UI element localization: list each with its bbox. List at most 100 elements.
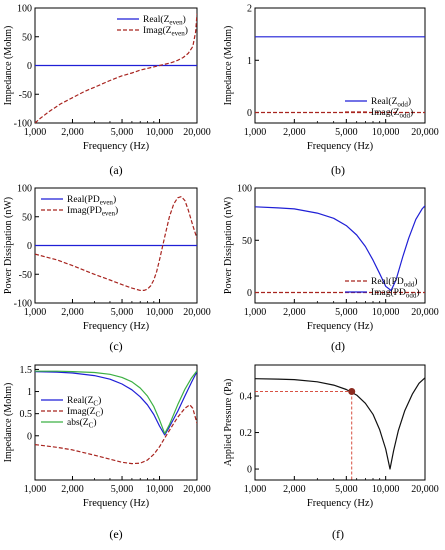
y-tick-label: 100 bbox=[17, 184, 32, 195]
y-tick-label: -50 bbox=[19, 90, 32, 101]
x-tick-label: 10,000 bbox=[372, 127, 400, 138]
legend-label: Imag(PDodd) bbox=[371, 287, 420, 300]
series-line-1 bbox=[255, 205, 425, 292]
legend-label: Imag(Zeven) bbox=[143, 25, 188, 38]
y-tick-label: 0 bbox=[27, 241, 32, 252]
plot-frame bbox=[254, 364, 426, 481]
x-tick-label: 10,000 bbox=[146, 127, 174, 138]
series-line-1 bbox=[35, 13, 197, 123]
series-group bbox=[35, 13, 197, 123]
y-tick-label: 0 bbox=[27, 61, 32, 72]
x-tick-label: 1,000 bbox=[244, 127, 267, 138]
panel-caption: (a) bbox=[109, 163, 122, 177]
plot-frame bbox=[254, 187, 426, 304]
x-tick-label: 20,000 bbox=[411, 307, 439, 318]
x-tick-label: 10,000 bbox=[372, 307, 400, 318]
y-axis-label: Impedance (Mohm) bbox=[3, 26, 14, 106]
x-tick-label: 10,000 bbox=[372, 484, 400, 495]
y-tick-label: 100 bbox=[17, 4, 32, 15]
y-axis-label: Impedance (Mohm) bbox=[223, 26, 234, 106]
legend-label: Real(Zeven) bbox=[143, 14, 186, 27]
series-line-0 bbox=[35, 371, 197, 436]
y-axis-label: Impedance (Mohm) bbox=[3, 383, 14, 463]
x-tick-label: 2,000 bbox=[283, 484, 306, 495]
panel-f: 1,000 2,000 5,000 10,000 20,000 0.4 0.2 0 Freque… bbox=[223, 364, 439, 541]
x-axis-label: Frequency (Hz) bbox=[307, 321, 374, 332]
x-axis-label: Frequency (Hz) bbox=[307, 141, 374, 152]
y-tick-label: -50 bbox=[19, 270, 32, 281]
series-group bbox=[255, 36, 425, 114]
y-axis-label: Power Dissipation (nW) bbox=[223, 197, 234, 294]
x-tick-label: 10,000 bbox=[146, 307, 174, 318]
marker-point bbox=[348, 387, 356, 395]
x-tick-label: 2,000 bbox=[61, 127, 84, 138]
legend: Real(Zeven)Imag(Zeven) bbox=[117, 14, 188, 38]
legend-label: Imag(PDeven) bbox=[67, 205, 118, 218]
x-tick-label: 5,000 bbox=[111, 127, 134, 138]
x-tick-label: 1,000 bbox=[24, 127, 47, 138]
x-tick-label: 20,000 bbox=[411, 127, 439, 138]
x-tick-label: 5,000 bbox=[335, 484, 358, 495]
x-tick-label: 20,000 bbox=[183, 484, 211, 495]
series-group bbox=[255, 377, 425, 480]
legend: Real(Zodd)Imag(Zodd) bbox=[345, 96, 413, 120]
series-line-0 bbox=[255, 377, 425, 470]
x-tick-label: 2,000 bbox=[61, 484, 84, 495]
x-tick-label: 1,000 bbox=[244, 484, 267, 495]
series-group bbox=[35, 196, 197, 291]
x-tick-label: 10,000 bbox=[146, 484, 174, 495]
panel-caption: (c) bbox=[109, 339, 122, 353]
series-line-2 bbox=[35, 370, 197, 435]
y-tick-label: 1.5 bbox=[20, 365, 33, 376]
y-tick-label: 2 bbox=[247, 4, 252, 15]
legend: Real(PDodd)Imag(PDodd) bbox=[345, 276, 420, 300]
y-tick-label: 0.2 bbox=[240, 428, 253, 439]
x-tick-label: 2,000 bbox=[283, 127, 306, 138]
legend-label: Imag(ZC) bbox=[67, 406, 103, 419]
x-tick-label: 20,000 bbox=[183, 127, 211, 138]
y-tick-label: 0 bbox=[27, 431, 32, 442]
x-axis-label: Frequency (Hz) bbox=[83, 141, 150, 152]
legend-label: Imag(Zodd) bbox=[371, 107, 413, 120]
x-tick-label: 5,000 bbox=[335, 127, 358, 138]
y-axis-label: Applied Pressure (Pa) bbox=[223, 379, 234, 467]
y-axis-label: Power Dissipation (nW) bbox=[3, 197, 14, 294]
panel-caption: (e) bbox=[109, 527, 122, 541]
x-tick-label: 1,000 bbox=[24, 484, 47, 495]
x-tick-label: 1,000 bbox=[24, 307, 47, 318]
y-tick-label: 100 bbox=[237, 184, 252, 195]
y-tick-label: 50 bbox=[22, 32, 32, 43]
x-axis-label: Frequency (Hz) bbox=[83, 498, 150, 509]
x-tick-label: 5,000 bbox=[335, 307, 358, 318]
legend-label: Real(PDodd) bbox=[371, 276, 417, 289]
x-tick-label: 20,000 bbox=[183, 307, 211, 318]
y-tick-label: 1 bbox=[27, 387, 32, 398]
y-tick-label: -100 bbox=[14, 299, 32, 310]
x-tick-label: 2,000 bbox=[61, 307, 84, 318]
panel-c: 1,000 2,000 5,000 10,000 20,000 100 50 0 -50 -100… bbox=[3, 184, 211, 354]
x-axis-label: Frequency (Hz) bbox=[83, 321, 150, 332]
panel-e: 1,000 2,000 5,000 10,000 20,000 1.5 1 0.5 0 Frequ… bbox=[3, 364, 211, 541]
panel-caption: (f) bbox=[332, 527, 344, 541]
y-tick-label: -100 bbox=[14, 119, 32, 130]
legend-label: abs(ZC) bbox=[67, 417, 96, 430]
y-tick-label: 1 bbox=[247, 56, 252, 67]
legend: Real(ZC)Imag(ZC)abs(ZC) bbox=[41, 395, 103, 430]
x-axis-label: Frequency (Hz) bbox=[307, 498, 374, 509]
y-tick-label: 0.5 bbox=[20, 409, 33, 420]
panel-caption: (d) bbox=[331, 339, 345, 353]
series-line-1 bbox=[35, 196, 197, 291]
legend-label: Real(ZC) bbox=[67, 395, 101, 408]
legend-label: Real(PDeven) bbox=[67, 194, 116, 207]
x-tick-label: 5,000 bbox=[111, 484, 134, 495]
x-tick-label: 20,000 bbox=[411, 484, 439, 495]
x-tick-label: 5,000 bbox=[111, 307, 134, 318]
panel-caption: (b) bbox=[331, 163, 345, 177]
panel-d: 1,000 2,000 5,000 10,000 20,000 100 50 0 Frequen… bbox=[223, 184, 439, 354]
panel-a: 1,000 2,000 5,000 10,000 20,000 100 50 0 -50 -100… bbox=[3, 4, 211, 178]
panel-b: 1,000 2,000 5,000 10,000 20,000 2 1 0 Frequency … bbox=[223, 4, 439, 178]
legend: Real(PDeven)Imag(PDeven) bbox=[41, 194, 118, 218]
legend-label: Real(Zodd) bbox=[371, 96, 411, 109]
series-group bbox=[255, 205, 425, 294]
